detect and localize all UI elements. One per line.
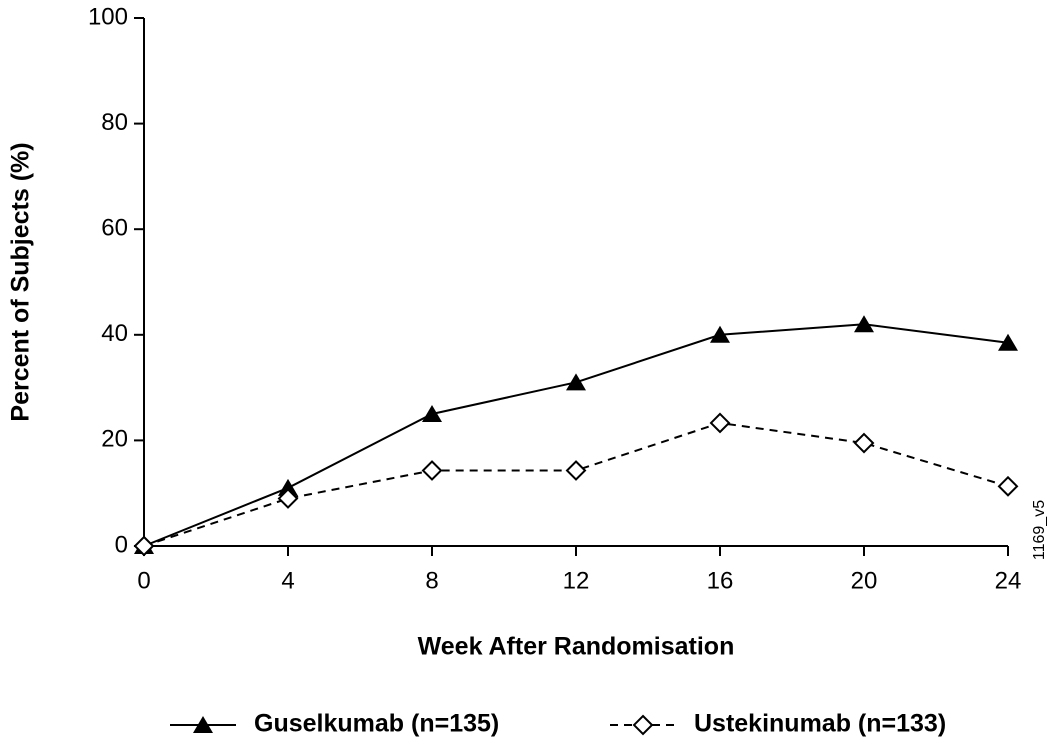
y-tick-label: 0: [115, 531, 128, 558]
y-tick-label: 80: [101, 109, 128, 136]
data-point: [710, 325, 730, 343]
y-tick-label: 40: [101, 320, 128, 347]
data-point: [709, 412, 731, 434]
data-point: [421, 460, 443, 481]
annotation: 1169_v5: [1031, 500, 1048, 560]
data-point: [854, 315, 874, 333]
y-axis-title: Percent of Subjects (%): [7, 142, 35, 421]
data-point: [997, 475, 1019, 497]
data-point: [853, 432, 875, 454]
y-tick-label: 60: [101, 215, 128, 242]
x-tick-label: 0: [137, 567, 150, 594]
legend-marker: [193, 716, 213, 733]
data-point: [133, 535, 155, 557]
series-line: [143, 323, 1009, 547]
series-line: [143, 421, 1009, 547]
data-point: [566, 373, 586, 391]
x-tick-label: 24: [995, 567, 1022, 594]
legend-label: Ustekinumab (n=133): [694, 710, 946, 738]
data-point: [998, 333, 1018, 351]
data-point: [278, 478, 298, 496]
legend-label: Guselkumab (n=135): [254, 710, 499, 738]
legend-marker: [632, 714, 654, 736]
x-tick-label: 8: [425, 567, 438, 594]
y-tick-label: 20: [101, 426, 128, 453]
x-tick-label: 4: [281, 567, 294, 594]
data-point: [422, 405, 442, 422]
data-point: [277, 488, 299, 509]
x-tick-label: 20: [851, 567, 878, 594]
data-point: [565, 460, 587, 481]
y-tick-label: 100: [88, 3, 128, 30]
x-axis-title: Week After Randomisation: [418, 633, 735, 661]
x-tick-label: 12: [563, 567, 590, 594]
x-tick-label: 16: [707, 567, 734, 594]
